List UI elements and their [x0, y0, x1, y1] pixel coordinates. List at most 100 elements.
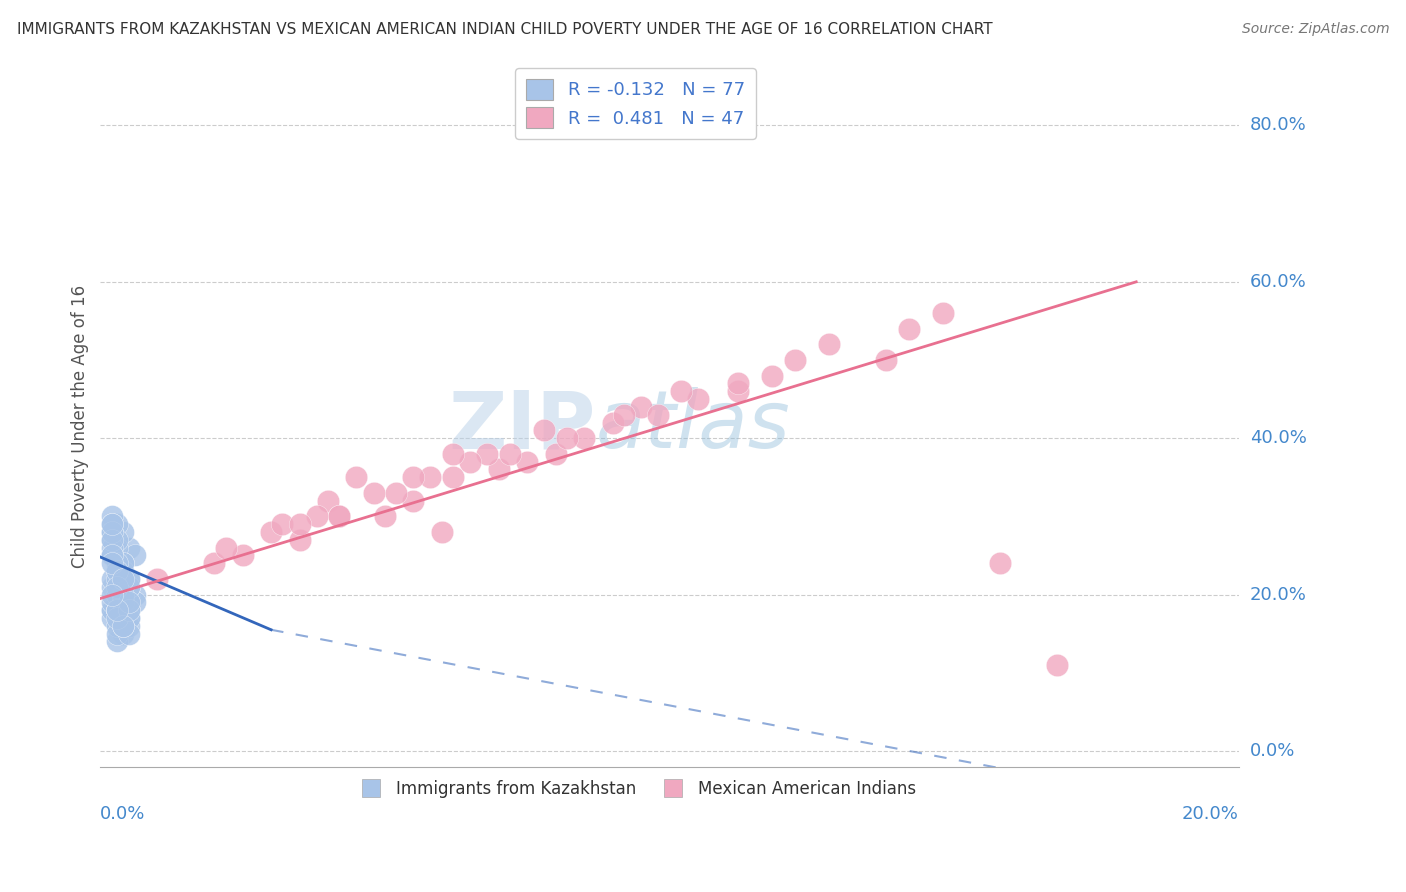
Point: [107, 611, 129, 625]
Point: [727, 384, 749, 399]
Y-axis label: Child Poverty Under the Age of 16: Child Poverty Under the Age of 16: [72, 285, 89, 568]
Point: [988, 557, 1011, 571]
Point: [100, 572, 122, 586]
Point: [107, 634, 129, 648]
Point: [107, 603, 129, 617]
Point: [602, 416, 624, 430]
Point: [402, 493, 425, 508]
Point: [647, 408, 669, 422]
Point: [100, 541, 122, 555]
Text: IMMIGRANTS FROM KAZAKHSTAN VS MEXICAN AMERICAN INDIAN CHILD POVERTY UNDER THE AG: IMMIGRANTS FROM KAZAKHSTAN VS MEXICAN AM…: [17, 22, 993, 37]
Point: [107, 564, 129, 578]
Point: [112, 572, 135, 586]
Point: [112, 626, 135, 640]
Point: [118, 595, 141, 609]
Point: [402, 470, 425, 484]
Point: [112, 619, 135, 633]
Point: [107, 557, 129, 571]
Point: [441, 470, 464, 484]
Point: [100, 549, 122, 563]
Point: [555, 431, 578, 445]
Point: [374, 509, 396, 524]
Point: [100, 603, 122, 617]
Point: [107, 564, 129, 578]
Point: [107, 557, 129, 571]
Point: [112, 619, 135, 633]
Point: [118, 572, 141, 586]
Point: [112, 595, 135, 609]
Point: [761, 368, 783, 383]
Point: [430, 524, 453, 539]
Text: 80.0%: 80.0%: [1250, 117, 1306, 135]
Point: [100, 517, 122, 532]
Point: [783, 353, 806, 368]
Point: [146, 572, 169, 586]
Text: 20.0%: 20.0%: [1182, 805, 1239, 823]
Point: [118, 588, 141, 602]
Point: [328, 509, 350, 524]
Point: [112, 619, 135, 633]
Point: [107, 564, 129, 578]
Point: [488, 462, 510, 476]
Point: [305, 509, 328, 524]
Point: [686, 392, 709, 406]
Point: [112, 588, 135, 602]
Point: [499, 447, 522, 461]
Point: [100, 524, 122, 539]
Point: [288, 517, 311, 532]
Point: [112, 524, 135, 539]
Point: [118, 611, 141, 625]
Point: [112, 580, 135, 594]
Point: [107, 588, 129, 602]
Point: [818, 337, 841, 351]
Point: [107, 541, 129, 555]
Point: [107, 564, 129, 578]
Point: [100, 549, 122, 563]
Point: [328, 509, 350, 524]
Point: [118, 580, 141, 594]
Point: [107, 619, 129, 633]
Point: [100, 549, 122, 563]
Point: [118, 572, 141, 586]
Point: [100, 557, 122, 571]
Point: [100, 549, 122, 563]
Point: [112, 557, 135, 571]
Point: [477, 447, 499, 461]
Point: [100, 603, 122, 617]
Text: ZIP: ZIP: [449, 387, 596, 466]
Point: [118, 541, 141, 555]
Point: [118, 603, 141, 617]
Point: [630, 400, 652, 414]
Point: [107, 626, 129, 640]
Point: [346, 470, 368, 484]
Text: Source: ZipAtlas.com: Source: ZipAtlas.com: [1241, 22, 1389, 37]
Point: [232, 549, 254, 563]
Point: [533, 423, 555, 437]
Text: 0.0%: 0.0%: [100, 805, 146, 823]
Point: [458, 455, 481, 469]
Point: [107, 533, 129, 547]
Point: [118, 611, 141, 625]
Point: [214, 541, 236, 555]
Point: [100, 509, 122, 524]
Point: [100, 517, 122, 532]
Point: [100, 595, 122, 609]
Point: [100, 533, 122, 547]
Point: [727, 376, 749, 391]
Point: [572, 431, 595, 445]
Text: 60.0%: 60.0%: [1250, 273, 1306, 291]
Point: [118, 595, 141, 609]
Point: [107, 572, 129, 586]
Point: [875, 353, 897, 368]
Point: [124, 549, 146, 563]
Point: [118, 626, 141, 640]
Point: [112, 588, 135, 602]
Text: 0.0%: 0.0%: [1250, 742, 1295, 760]
Point: [316, 493, 339, 508]
Point: [516, 455, 538, 469]
Point: [118, 603, 141, 617]
Point: [100, 580, 122, 594]
Point: [107, 603, 129, 617]
Point: [107, 572, 129, 586]
Point: [118, 580, 141, 594]
